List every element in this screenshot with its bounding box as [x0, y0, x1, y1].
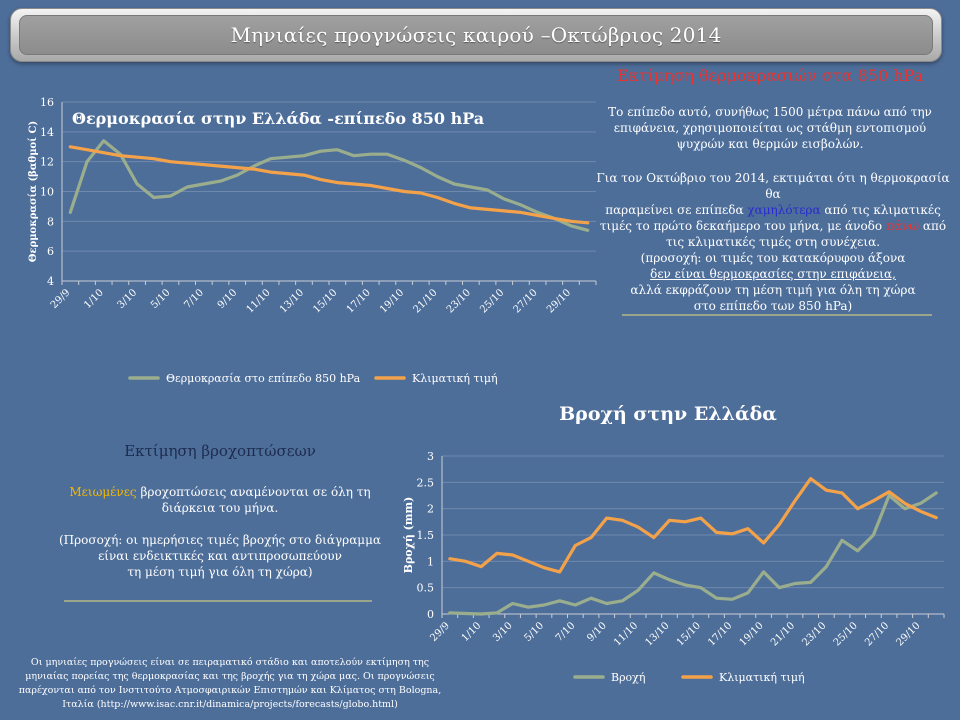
rain-separator: [64, 600, 372, 602]
rain-xtick-label: 9/10: [585, 620, 609, 644]
temp-para2: Για τον Οκτώβριο του 2014, εκτιμάται ότι…: [592, 170, 954, 314]
rain-xtick-label: 23/10: [800, 620, 828, 648]
rain-ytick-label: 3: [427, 450, 434, 463]
temp-legend-label-2: Κλιματική τιμή: [412, 372, 498, 385]
footer-line4: Ιταλία (http://www.isac.cnr.it/dinamica/…: [62, 699, 398, 710]
rain-ytick-label: 1: [427, 555, 434, 568]
temp-ytick-label: 10: [40, 186, 54, 199]
temp-ytick-label: 12: [40, 156, 54, 169]
footer-line2: μηνιαίας πορείας της θερμοκρασίας και τη…: [25, 671, 435, 682]
temp-xtick-label: 21/10: [411, 287, 439, 315]
temp-para2-line2: παραμείνει σε επίπεδα χαμηλότερα από τις…: [592, 202, 954, 218]
temp-ytick-label: 6: [47, 245, 54, 258]
temp-legend-label-1: Θερμοκρασία στο επίπεδο 850 hPa: [166, 372, 361, 385]
rain-xtick-label: 13/10: [643, 620, 671, 648]
rain-reduced-highlight: Μειωμένες: [69, 485, 137, 499]
temp-ytick-label: 4: [47, 275, 54, 288]
rain-xtick-label: 3/10: [491, 620, 515, 644]
temp-xtick-label: 7/10: [182, 287, 206, 311]
title-bar: Μηνιαίες προγνώσεις καιρού –Οκτώβριος 20…: [10, 8, 942, 62]
temp-y-axis-label: Θερμοκρασία (βαθμοί C): [28, 121, 39, 262]
rain-xtick-label: 19/10: [738, 620, 766, 648]
temp-xtick-label: 5/10: [149, 287, 173, 311]
temp-note-line3: αλλά εκφράζουν τη μέση τιμή για όλη τη χ…: [630, 283, 916, 297]
temp-xtick-label: 1/10: [82, 287, 106, 311]
rain-xtick-label: 21/10: [769, 620, 797, 648]
rain-xtick-label: 29/9: [428, 620, 452, 644]
temp-title: Θερμοκρασία στην Ελλάδα -επίπεδο 850 hPa: [72, 109, 484, 128]
rain-xtick-label: 7/10: [554, 620, 578, 644]
temp-ytick-label: 14: [40, 126, 54, 139]
temp-above-highlight: πάνω: [885, 219, 920, 233]
temp-xtick-label: 29/10: [545, 287, 573, 315]
rain-xtick-label: 15/10: [675, 620, 703, 648]
temp-para2-line2-a: παραμείνει σε επίπεδα: [605, 203, 748, 217]
temp-series-2-line: [68, 145, 590, 225]
rain-heading: Εκτίμηση βροχοπτώσεων: [124, 442, 316, 460]
rain-line1: Μειωμένες βροχοπτώσεις αναμένονται σε όλ…: [20, 484, 420, 500]
temp-xtick-label: 17/10: [345, 287, 373, 315]
temp-para2-line3-a: τιμές το πρώτο δεκαήμερο του μήνα, με άν…: [599, 219, 886, 233]
rain-xtick-label: 25/10: [832, 620, 860, 648]
page-title: Μηνιαίες προγνώσεις καιρού –Οκτώβριος 20…: [19, 15, 933, 55]
temp-note-line4: στο επίπεδο των 850 hPa): [693, 299, 853, 313]
temp-xtick-label: 3/10: [116, 287, 140, 311]
temp-xtick-label: 25/10: [478, 287, 506, 315]
rain-xtick-label: 17/10: [706, 620, 734, 648]
temp-xtick-label: 29/9: [49, 287, 73, 311]
temp-series-1-line: [68, 139, 590, 232]
temp-para2-line4: τις κλιματικές τιμές στη συνέχεια.: [665, 235, 881, 249]
rain-series-1-line: [448, 491, 938, 616]
temp-note-line1: (προσοχή: οι τιμές του κατακόρυφου άξονα: [640, 251, 906, 265]
rain-ytick-label: 2: [427, 503, 434, 516]
rain-xtick-label: 29/10: [894, 620, 922, 648]
rain-ytick-label: 0.5: [417, 582, 435, 595]
temp-heading: Εκτίμηση θερμοκρασιών στα 850 hPa: [616, 66, 924, 85]
temp-xtick-label: 9/10: [216, 287, 240, 311]
temp-para2-line2-c: από τις κλιματικές: [820, 203, 941, 217]
footer-disclaimer: Οι μηνιαίες προγνώσεις είναι σε πειραματ…: [6, 656, 454, 712]
rain-ytick-label: 0: [427, 608, 434, 621]
rain-para: Μειωμένες βροχοπτώσεις αναμένονται σε όλ…: [20, 484, 420, 580]
rain-note-line3: τη μέση τιμή για όλη τη χώρα): [127, 565, 313, 579]
temp-para2-line1: Για τον Οκτώβριο του 2014, εκτιμάται ότι…: [596, 171, 950, 201]
rain-note-line2: είναι ενδεικτικές και αντιπροσωπεύουν: [98, 549, 342, 563]
rain-note-line1: (Προσοχή: οι ημερήσιες τιμές βροχής στο …: [58, 533, 382, 547]
rain-xtick-label: 27/10: [863, 620, 891, 648]
temp-xtick-label: 19/10: [378, 287, 406, 315]
temp-xtick-label: 27/10: [512, 287, 540, 315]
temp-ytick-label: 16: [40, 96, 54, 109]
temp-xtick-label: 23/10: [445, 287, 473, 315]
footer-line3: παρέχονται από τον Ινστιτούτο Ατμοσφαιρι…: [18, 685, 442, 696]
rain-legend-label-2: Κλιματική τιμή: [719, 671, 805, 684]
rain-legend-label-1: Βροχή: [611, 671, 645, 684]
temp-xtick-label: 11/10: [245, 287, 273, 315]
rain-xtick-label: 11/10: [612, 620, 640, 648]
rain-xtick-label: 1/10: [460, 620, 484, 644]
temp-ytick-label: 8: [47, 215, 54, 228]
rain-line1-b: βροχοπτώσεις αναμένονται σε όλη τη: [136, 485, 371, 499]
rain-title: Βροχή στην Ελλάδα: [559, 403, 777, 425]
temp-para1: Το επίπεδο αυτό, συνήθως 1500 μέτρα πάνω…: [608, 105, 932, 151]
rain-line2: διάρκεια του μήνα.: [161, 501, 279, 515]
temp-para2-line3-c: από: [919, 219, 947, 233]
temp-para2-line3: τιμές το πρώτο δεκαήμερο του μήνα, με άν…: [592, 218, 954, 234]
temp-xtick-label: 13/10: [278, 287, 306, 315]
temp-xtick-label: 15/10: [311, 287, 339, 315]
temp-separator: [622, 314, 932, 316]
footer-line1: Οι μηνιαίες προγνώσεις είναι σε πειραματ…: [30, 657, 430, 668]
rain-series-2-line: [448, 477, 938, 574]
rain-xtick-label: 5/10: [522, 620, 546, 644]
temp-lower-highlight: χαμηλότερα: [747, 203, 821, 217]
temp-note-line2: δεν είναι θερμοκρασίες στην επιφάνεια,: [650, 267, 896, 281]
